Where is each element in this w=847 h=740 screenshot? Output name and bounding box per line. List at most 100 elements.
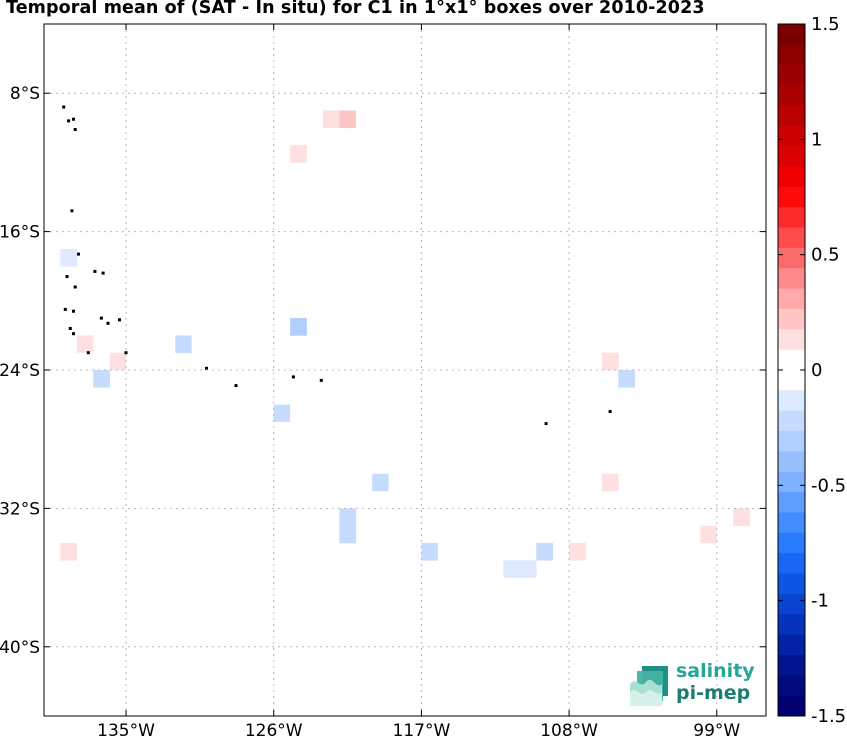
island: [118, 318, 121, 322]
colorbar-label: -1.5: [811, 706, 846, 727]
data-cell: [437, 525, 455, 544]
logo-line1: salinity: [676, 660, 755, 682]
axis-ticks: [44, 24, 766, 716]
island: [99, 316, 103, 320]
data-cell: [142, 370, 160, 388]
lat-label: 16°S: [0, 223, 40, 243]
data-cell: [503, 560, 521, 578]
data-cell: [322, 335, 340, 353]
colorbar-swatch: [778, 410, 805, 432]
data-cell: [519, 560, 537, 578]
colorbar-swatch: [778, 186, 805, 208]
colorbar-swatch: [778, 614, 805, 635]
map-plot-area: 8°S 16°S 24°S 32°S 40°S 135°W 126°W 117°W 108°W…: [0, 23, 767, 740]
lon-label: 126°W: [245, 721, 303, 740]
island: [205, 366, 208, 370]
colorbar-swatch: [778, 329, 805, 351]
island: [70, 209, 74, 213]
data-cell: [175, 439, 192, 457]
lon-label: 117°W: [393, 721, 451, 740]
data-cell: [322, 439, 340, 457]
data-cell: [355, 456, 373, 475]
data-cell: [191, 318, 209, 336]
lat-label: 24°S: [0, 361, 40, 381]
island: [72, 117, 75, 121]
colorbar-label: 1: [811, 129, 822, 150]
colorbar-swatch: [778, 675, 805, 697]
data-cell: [142, 577, 160, 596]
data-cell: [158, 560, 176, 578]
logo-wordmark: salinity pi-mep: [676, 660, 755, 704]
data-cell: [290, 145, 307, 163]
island: [608, 410, 612, 413]
lat-label: 8°S: [10, 84, 40, 104]
island: [67, 119, 71, 123]
data-cell: [142, 387, 160, 405]
longitude-labels: 135°W 126°W 117°W 108°W 99°W: [97, 721, 740, 740]
island: [68, 327, 72, 330]
data-cell: [470, 283, 488, 302]
data-cell: [257, 283, 275, 302]
island: [72, 309, 75, 313]
data-cell: [158, 335, 176, 353]
data-cell: [437, 543, 455, 561]
data-cell: [552, 508, 570, 526]
pi-mep-logo: [628, 660, 758, 708]
colorbar-swatch: [778, 634, 805, 656]
data-cell: [503, 421, 521, 440]
island: [72, 332, 75, 336]
data-cell: [273, 404, 291, 423]
colorbar-swatch: [778, 146, 805, 167]
colorbar: 1.5 1 0.5 0 -0.5 -1 -1.5: [777, 14, 846, 727]
colorbar-swatch: [778, 44, 805, 66]
island: [124, 351, 128, 355]
data-cell: [273, 300, 291, 319]
colorbar-swatch: [778, 288, 805, 310]
islands: [62, 105, 612, 426]
data-cell: [569, 543, 586, 561]
island: [291, 375, 295, 379]
data-cell: [618, 543, 636, 561]
data-cell: [372, 491, 389, 509]
data-cell: [569, 525, 586, 544]
data-cell: [700, 387, 718, 405]
data-cell: [76, 335, 94, 353]
island: [106, 321, 110, 325]
data-cell: [503, 335, 521, 353]
colorbar-swatch: [778, 471, 805, 493]
colorbar-swatch: [778, 695, 805, 717]
data-cell: [191, 335, 209, 353]
data-cell: [618, 508, 636, 526]
data-cell: [257, 421, 275, 440]
colorbar-swatch: [778, 85, 805, 106]
lon-label: 108°W: [540, 721, 598, 740]
colorbar-swatch: [778, 593, 805, 615]
data-cell: [437, 456, 455, 475]
colorbar-swatch: [778, 166, 805, 188]
data-cells: [60, 110, 750, 596]
data-cell: [306, 352, 324, 371]
data-cell: [470, 543, 488, 561]
colorbar-swatch: [778, 227, 805, 249]
lon-label: 99°W: [693, 721, 740, 740]
data-cell: [552, 525, 570, 544]
data-cell: [93, 370, 110, 388]
data-cell: [290, 404, 307, 423]
data-cell: [290, 508, 307, 526]
data-cell: [126, 491, 143, 509]
data-cell: [257, 197, 275, 215]
data-cell: [536, 491, 553, 509]
colorbar-swatch: [778, 308, 805, 330]
data-cell: [618, 370, 636, 388]
colorbar-swatch: [778, 64, 805, 86]
data-cell: [388, 456, 406, 475]
data-cell: [257, 318, 275, 336]
colorbar-swatches: [778, 24, 805, 717]
chart-title: Temporal mean of (SAT - In situ) for C1 …: [6, 0, 705, 18]
data-cell: [60, 543, 78, 561]
data-cell: [224, 560, 242, 578]
data-cell: [716, 508, 734, 526]
data-cell: [322, 110, 340, 129]
data-cell: [536, 543, 553, 561]
